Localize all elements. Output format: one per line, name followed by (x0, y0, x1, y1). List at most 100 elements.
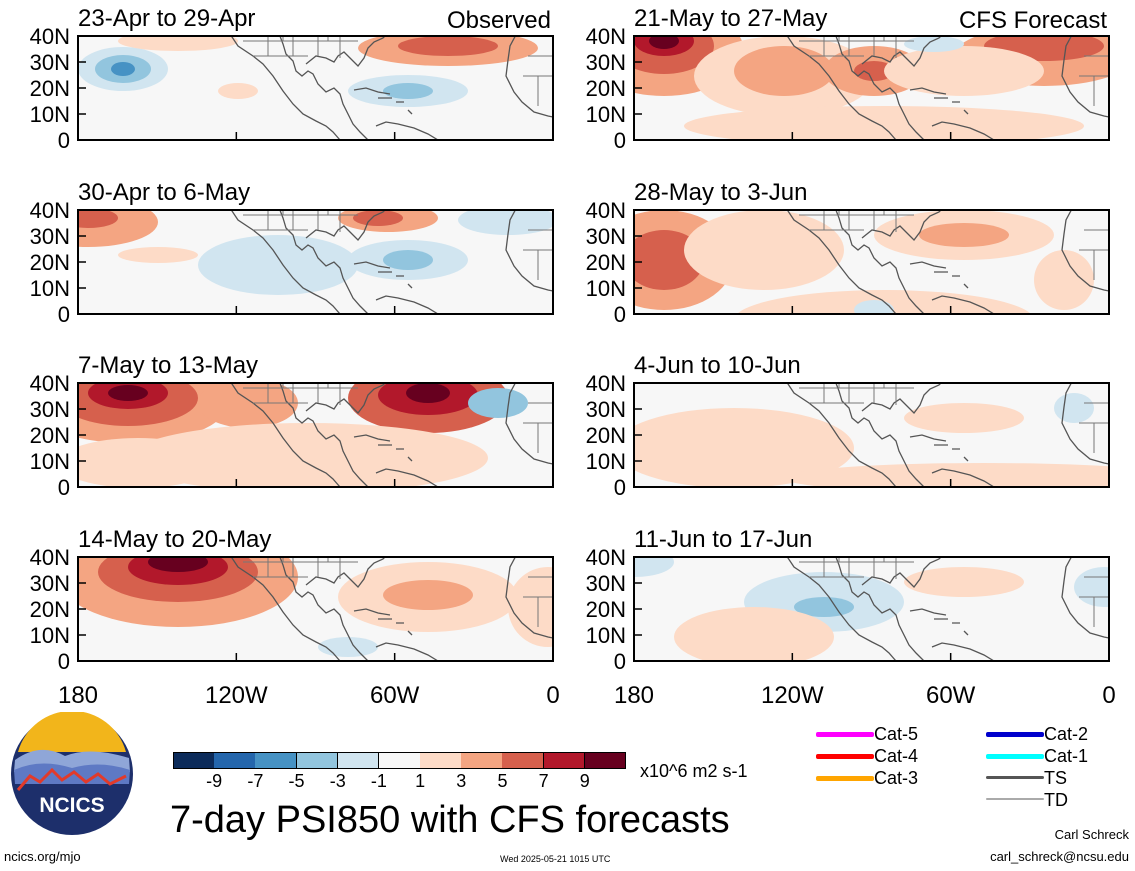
panel-title: 23-Apr to 29-Apr (78, 5, 256, 32)
latitude-label: 20N (585, 76, 626, 101)
latitude-label: 20N (29, 597, 70, 622)
psi-anomaly-contour (684, 210, 844, 290)
colorbar-swatch (255, 752, 298, 769)
panel-title: 7-May to 13-May (78, 352, 259, 379)
colorbar-swatch (173, 752, 215, 769)
legend-label: Cat-2 (1044, 724, 1089, 744)
panel-source-label: CFS Forecast (958, 7, 1107, 34)
political-borders (799, 36, 1109, 106)
latitude-label: 40N (29, 24, 70, 49)
psi-anomaly-contour (1034, 250, 1094, 310)
panel-title: 4-Jun to 10-Jun (634, 352, 801, 379)
longitude-label: 60W (925, 682, 976, 709)
psi-anomaly-contour (218, 83, 258, 99)
psi-anomaly-contour (649, 36, 679, 49)
legend-label: TD (1044, 790, 1068, 810)
coastline (230, 36, 553, 140)
psi-anomaly-contour (1054, 393, 1094, 423)
psi-anomaly-contour (468, 388, 528, 418)
psi-anomaly-contour (111, 62, 135, 76)
latitude-label: 10N (29, 276, 70, 301)
psi-anomaly-contour (854, 61, 894, 81)
latitude-label: 20N (585, 250, 626, 275)
longitude-label: 120W (760, 682, 824, 709)
colorbar-tick-label: -3 (329, 771, 346, 791)
ncics-logo: NCICS (10, 710, 134, 836)
psi-anomaly-contour (634, 408, 854, 487)
colorbar-tick-label: 9 (579, 771, 590, 791)
logo-text: NCICS (39, 794, 104, 817)
latitude-label: 20N (585, 423, 626, 448)
psi-anomaly-contour (78, 438, 218, 487)
psi-anomaly-contour (398, 36, 498, 56)
latitude-label: 10N (29, 623, 70, 648)
psi850-map-panel (633, 209, 1110, 315)
latitude-label: 10N (585, 102, 626, 127)
psi-anomaly-contour (118, 247, 198, 263)
colorbar-tick-label: 1 (415, 771, 426, 791)
political-borders (243, 36, 553, 106)
website-link[interactable]: ncics.org/mjo (4, 849, 81, 864)
psi-anomaly-contour (734, 46, 834, 96)
latitude-label: 40N (29, 545, 70, 570)
psi-anomaly-contour (78, 210, 118, 228)
colorbar-tick-label: -9 (206, 771, 223, 791)
latitude-label: 0 (613, 649, 626, 674)
psi-anomaly-contour (108, 385, 148, 401)
colorbar-units: x10^6 m2 s-1 (640, 761, 748, 781)
latitude-label: 20N (29, 423, 70, 448)
coastline (786, 557, 1109, 661)
psi850-map-panel (633, 35, 1110, 141)
longitude-label: 180 (613, 682, 655, 709)
legend-line (986, 732, 1044, 737)
latitude-label: 30N (29, 397, 70, 422)
psi-anomaly-contour (383, 83, 433, 99)
coastline (786, 36, 1109, 140)
colorbar-swatch (214, 752, 256, 769)
author-email[interactable]: carl_schreck@ncsu.edu (990, 849, 1129, 864)
psi850-map-panel (633, 382, 1110, 488)
political-borders (799, 210, 1109, 280)
latitude-label: 0 (57, 475, 70, 500)
latitude-label: 10N (29, 449, 70, 474)
psi850-map-panel (77, 209, 554, 315)
legend-line (986, 798, 1044, 800)
colorbar-tick-label: -5 (288, 771, 305, 791)
timestamp: Wed 2025-05-21 1015 UTC (500, 854, 611, 864)
longitude-label: 120W (204, 682, 268, 709)
latitude-label: 0 (57, 302, 70, 327)
coastline (786, 383, 1109, 487)
psi-anomaly-contour (318, 637, 378, 657)
latitude-label: 40N (585, 371, 626, 396)
psi-anomaly-contour (353, 210, 403, 226)
legend-line (986, 776, 1044, 779)
latitude-label: 30N (585, 50, 626, 75)
legend-label: Cat-3 (874, 768, 919, 788)
colorbar-swatch (378, 752, 421, 769)
psi-anomaly-contour (854, 300, 894, 314)
psi-anomaly-contour (634, 557, 674, 577)
latitude-label: 20N (585, 597, 626, 622)
longitude-label: 180 (57, 682, 99, 709)
latitude-label: 40N (29, 371, 70, 396)
latitude-label: 20N (29, 76, 70, 101)
latitude-label: 0 (57, 649, 70, 674)
psi-anomaly-contour (884, 46, 1044, 96)
psi-anomaly-contour (148, 557, 208, 572)
longitude-label: 0 (1102, 682, 1116, 709)
latitude-label: 40N (585, 198, 626, 223)
latitude-label: 10N (585, 276, 626, 301)
legend-label: Cat-1 (1044, 746, 1089, 766)
psi-anomaly-contour (684, 106, 1084, 140)
legend-line (816, 776, 874, 781)
political-borders (243, 210, 553, 280)
latitude-label: 20N (29, 250, 70, 275)
latitude-label: 10N (585, 449, 626, 474)
psi-anomaly-contour (508, 567, 553, 647)
latitude-label: 10N (585, 623, 626, 648)
psi-anomaly-contour (198, 383, 298, 428)
psi-anomaly-contour (784, 463, 1109, 487)
political-borders (243, 383, 553, 453)
political-borders (799, 557, 1109, 627)
coastline (230, 210, 553, 314)
